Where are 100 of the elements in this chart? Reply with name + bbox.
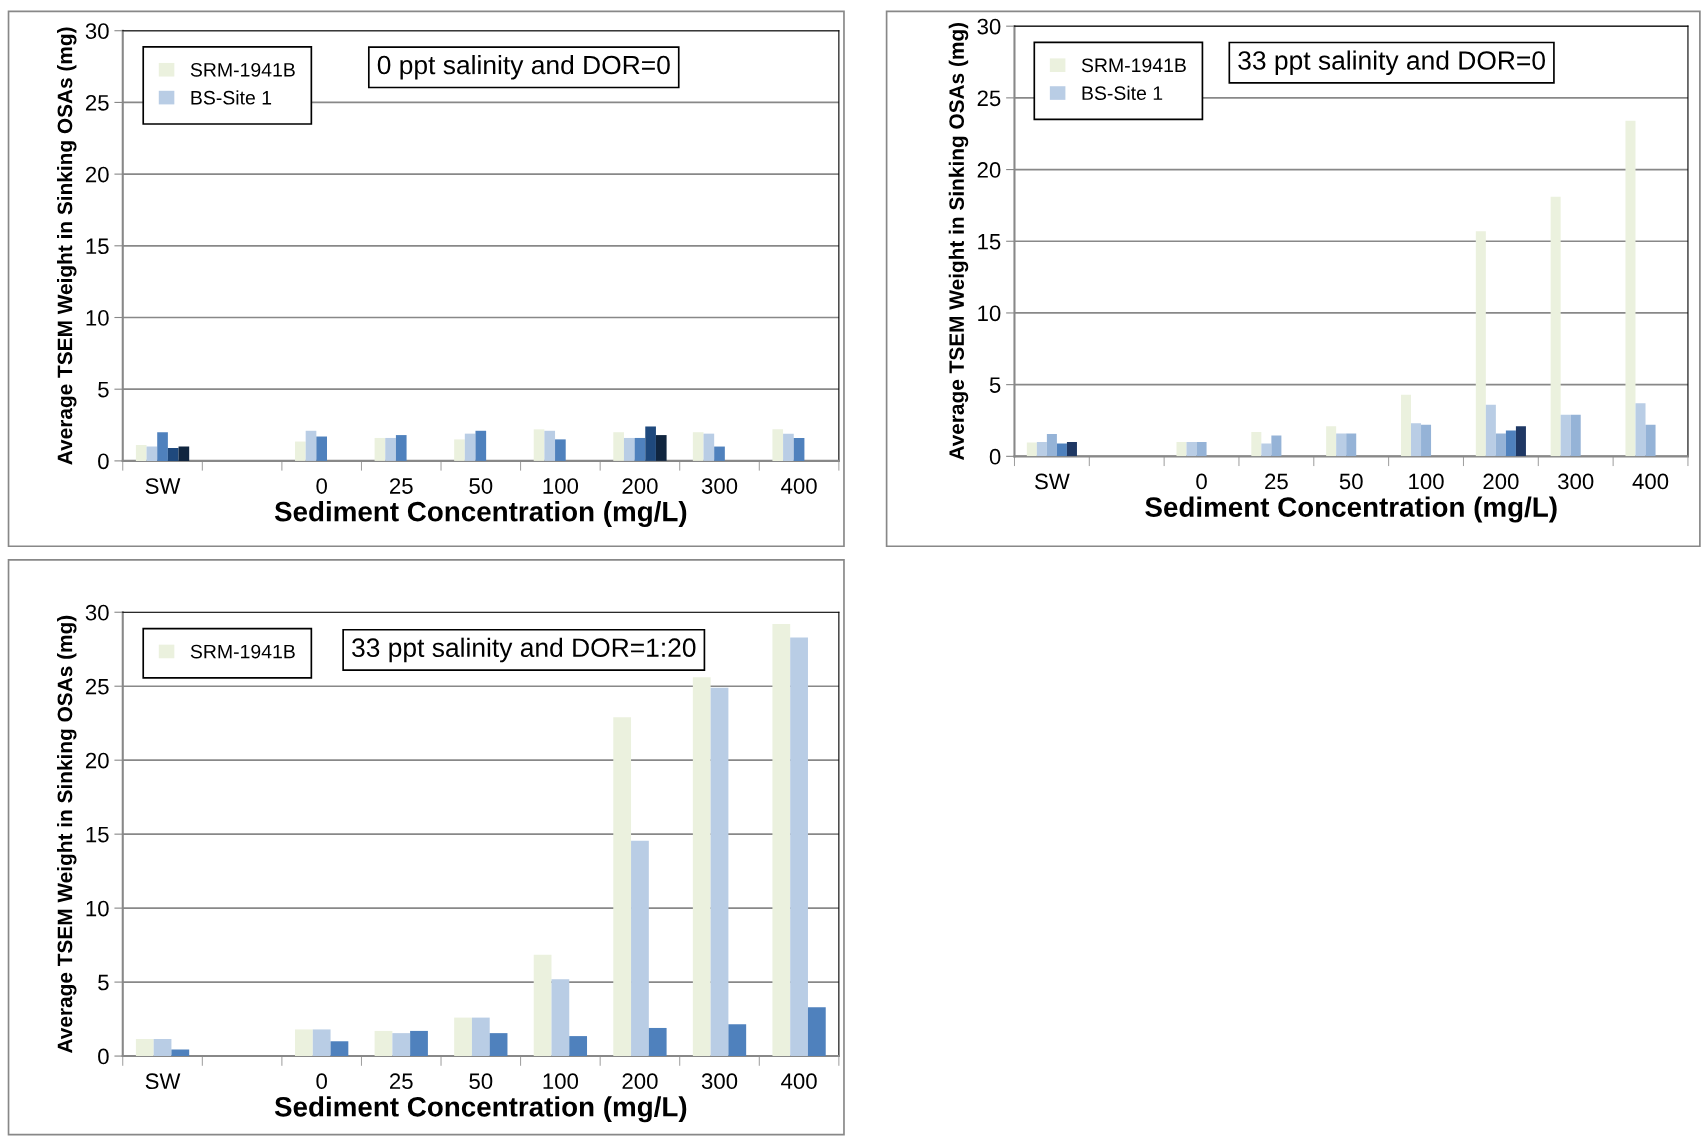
bar: [157, 432, 168, 461]
bar: [1186, 442, 1197, 457]
y-tick-label: 0: [989, 448, 1001, 465]
text: 33 ppt salinity and DOR=0: [1238, 50, 1545, 76]
text: 0 ppt salinity and DOR=0: [377, 54, 670, 80]
bar: [648, 1027, 667, 1057]
bar: [305, 430, 317, 461]
y-tick-label: 30: [85, 23, 109, 39]
bar: [316, 436, 328, 461]
bar: [1411, 423, 1422, 457]
bar: [1336, 433, 1347, 457]
bar: [471, 1017, 490, 1057]
y-tick-label: 25: [85, 678, 109, 695]
bar: [1635, 403, 1646, 457]
bar: [464, 433, 476, 461]
bar: [1326, 426, 1337, 457]
bar: [489, 1033, 508, 1057]
bar: [569, 1036, 588, 1057]
bar: [551, 979, 570, 1057]
legend-label: BS-Site 1: [191, 90, 272, 105]
y-axis-title: Average TSEM Weight in Sinking OSAs (mg): [57, 27, 77, 465]
bar: [395, 435, 407, 461]
bar: [783, 433, 794, 461]
y-tick-label: 30: [85, 604, 109, 621]
y-tick-label: 15: [86, 826, 109, 843]
bar: [1550, 196, 1561, 457]
bar: [790, 637, 808, 1057]
x-tick-label: 100: [543, 1073, 579, 1090]
x-tick-label: SW: [145, 1073, 181, 1090]
x-tick-label: 25: [390, 478, 413, 494]
bar: [1625, 120, 1636, 457]
x-tick-label: 50: [1339, 473, 1363, 490]
bar: [1645, 424, 1656, 457]
bar: [703, 433, 715, 461]
bar: [1505, 430, 1516, 457]
x-tick-label: 0: [316, 1073, 327, 1090]
bar: [385, 437, 396, 461]
legend-label: BS-Site 1: [1082, 85, 1163, 101]
x-tick-label: 0: [316, 478, 327, 494]
x-tick-label: 200: [1483, 473, 1519, 490]
bar: [1196, 442, 1207, 457]
bar: [1056, 443, 1067, 457]
bar: [1495, 433, 1506, 457]
bar: [623, 437, 635, 461]
text: 33 ppt salinity and DOR=1:20: [352, 637, 696, 663]
bar: [312, 1029, 331, 1057]
x-axis-title: Sediment Concentration (mg/L): [274, 1096, 687, 1123]
bar: [475, 430, 487, 461]
y-tick-label: 15: [978, 234, 1001, 250]
x-tick-label: 300: [701, 478, 738, 494]
bar: [295, 1029, 313, 1057]
bar: [1036, 442, 1047, 457]
bar: [153, 1039, 172, 1057]
x-tick-label: 400: [1632, 473, 1669, 490]
y-tick-label: 10: [978, 305, 1001, 322]
bar: [1560, 414, 1571, 457]
y-tick-label: 20: [85, 166, 109, 183]
bar: [392, 1033, 411, 1057]
bar: [634, 437, 646, 461]
y-tick-label: 0: [98, 1048, 109, 1065]
x-tick-label: SW: [145, 478, 181, 494]
bar: [135, 1039, 154, 1057]
x-axis-title: Sediment Concentration (mg/L): [274, 501, 687, 528]
x-tick-label: 200: [622, 1073, 658, 1090]
bar: [533, 954, 552, 1057]
bar: [544, 430, 556, 461]
bar: [374, 1030, 393, 1057]
bar: [1400, 394, 1411, 457]
x-tick-label: 400: [781, 1073, 817, 1090]
bar: [1261, 443, 1272, 457]
bar: [692, 677, 711, 1057]
bar: [295, 441, 306, 461]
bar: [555, 439, 566, 461]
y-tick-label: 25: [977, 90, 1001, 107]
x-tick-label: 100: [1409, 473, 1444, 490]
bar: [454, 1017, 472, 1057]
y-axis-title: Average TSEM Weight in Sinking OSAs (mg): [57, 615, 77, 1053]
bar: [171, 1049, 190, 1057]
bar: [655, 435, 667, 461]
y-tick-label: 0: [98, 453, 109, 470]
bar: [772, 624, 791, 1057]
bar: [533, 429, 545, 461]
x-tick-label: 25: [1265, 473, 1288, 490]
bar: [613, 717, 632, 1057]
bar: [631, 840, 649, 1057]
bar: [167, 447, 179, 461]
x-tick-label: 25: [390, 1073, 413, 1090]
bar: [1176, 442, 1187, 457]
y-tick-label: 5: [989, 377, 1001, 393]
legend-label: SRM-1941B: [1081, 58, 1186, 73]
x-tick-label: 400: [781, 478, 817, 494]
x-axis-title: Sediment Concentration (mg/L): [1145, 496, 1557, 523]
bar: [1570, 414, 1581, 457]
legend-label: SRM-1941B: [190, 644, 295, 659]
x-tick-label: 50: [469, 478, 493, 494]
bar: [714, 446, 725, 461]
bar: [1046, 434, 1057, 457]
y-tick-label: 20: [85, 752, 109, 769]
x-tick-label: 50: [469, 1073, 493, 1090]
y-tick-label: 10: [86, 900, 109, 917]
